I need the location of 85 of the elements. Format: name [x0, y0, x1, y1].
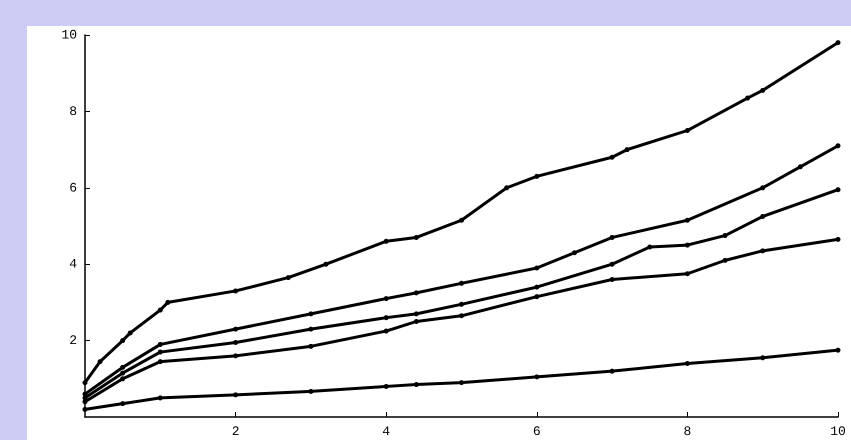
- y-tick-label: 6: [69, 180, 77, 196]
- point: [534, 174, 540, 179]
- point: [572, 250, 577, 256]
- point: [610, 368, 615, 374]
- point: [760, 88, 766, 93]
- x-tick-label: 4: [382, 424, 390, 439]
- point: [414, 311, 419, 316]
- point: [165, 300, 170, 305]
- point: [384, 238, 389, 244]
- point: [459, 313, 464, 318]
- point: [459, 380, 464, 386]
- point: [760, 214, 766, 219]
- point: [722, 258, 728, 263]
- point: [414, 382, 419, 388]
- point: [308, 311, 314, 316]
- point: [120, 401, 126, 406]
- point: [459, 218, 464, 223]
- point: [760, 248, 766, 254]
- point: [98, 359, 103, 364]
- point: [745, 96, 750, 101]
- y-tick-label: 8: [69, 104, 77, 119]
- point: [158, 308, 163, 313]
- point: [760, 355, 766, 360]
- point: [414, 319, 419, 324]
- point: [120, 370, 126, 376]
- point: [308, 388, 314, 394]
- point: [459, 280, 464, 286]
- point: [610, 262, 615, 267]
- point: [836, 143, 840, 148]
- point: [504, 185, 510, 190]
- point: [286, 275, 291, 280]
- y-tick-label: 4: [69, 256, 78, 272]
- point: [384, 384, 389, 389]
- y-tick-label: 10: [61, 28, 77, 42]
- point: [647, 244, 652, 250]
- point: [760, 185, 766, 190]
- point: [158, 342, 163, 347]
- point: [836, 348, 840, 353]
- point: [684, 271, 690, 276]
- point: [82, 406, 88, 412]
- point: [534, 266, 540, 271]
- point: [120, 364, 126, 370]
- point: [384, 315, 389, 320]
- point: [836, 40, 840, 46]
- point: [82, 380, 88, 386]
- point: [534, 374, 540, 380]
- point: [534, 294, 540, 300]
- point: [323, 262, 328, 267]
- point: [684, 361, 690, 366]
- point: [158, 359, 163, 364]
- point: [722, 233, 728, 238]
- x-tick-label: 2: [232, 424, 240, 439]
- point: [308, 326, 314, 332]
- point: [836, 236, 840, 242]
- point: [158, 350, 163, 355]
- point: [233, 392, 238, 398]
- point: [459, 302, 464, 307]
- point: [798, 164, 803, 170]
- point: [82, 399, 88, 404]
- point: [233, 288, 238, 294]
- point: [384, 296, 389, 302]
- point: [308, 344, 314, 349]
- point: [610, 234, 615, 240]
- point: [414, 234, 419, 240]
- point: [684, 218, 690, 223]
- point: [534, 284, 540, 290]
- point: [414, 290, 419, 296]
- y-tick-label: 2: [69, 333, 77, 348]
- x-tick-label: 10: [830, 424, 846, 439]
- point: [233, 340, 238, 346]
- point: [158, 395, 163, 400]
- point: [384, 328, 389, 334]
- point: [128, 330, 133, 336]
- point: [610, 154, 615, 160]
- point: [233, 326, 238, 332]
- x-tick-label: 6: [532, 424, 541, 439]
- point: [684, 242, 690, 248]
- point: [120, 338, 126, 344]
- point: [684, 128, 690, 133]
- point: [624, 147, 630, 152]
- point: [836, 187, 840, 192]
- point: [233, 353, 238, 358]
- point: [120, 376, 126, 382]
- point: [610, 276, 615, 282]
- x-tick-label: 8: [683, 424, 692, 439]
